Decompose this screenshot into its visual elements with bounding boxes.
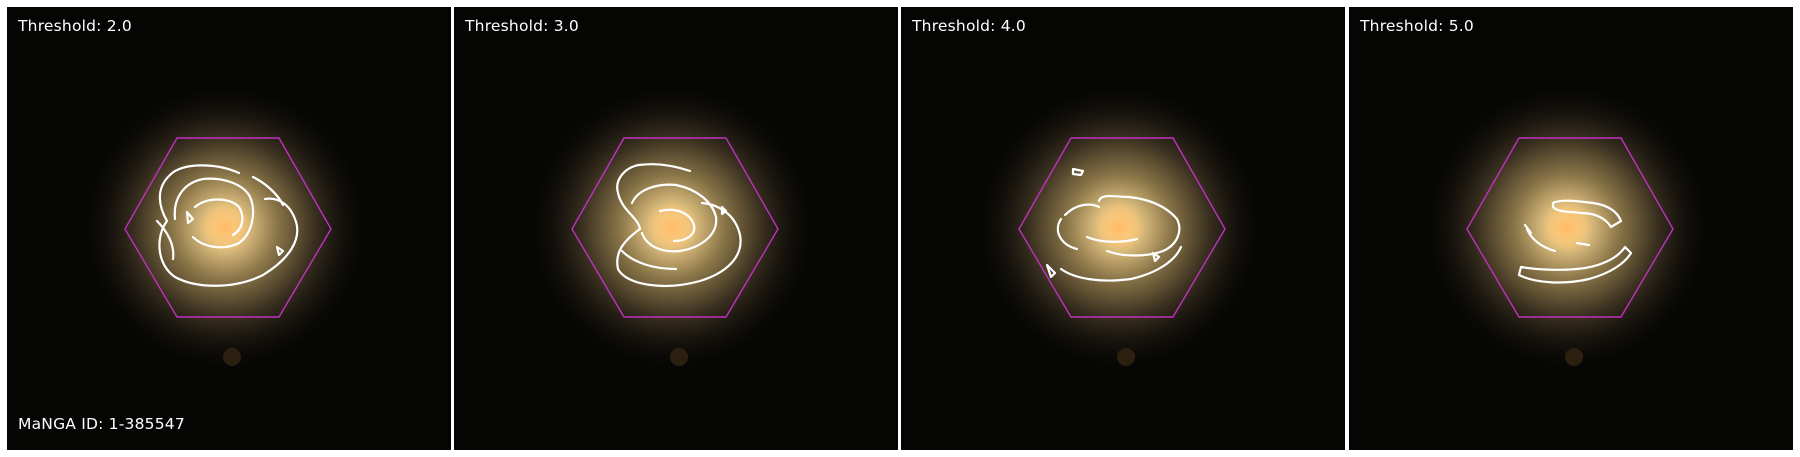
panel-threshold-5: Threshold: 5.0 xyxy=(1349,7,1793,450)
galaxy-image xyxy=(1349,7,1793,450)
contours xyxy=(1045,167,1183,282)
galaxy-image xyxy=(454,7,898,450)
contours xyxy=(155,164,299,287)
manga-id-label: MaNGA ID: 1-385547 xyxy=(18,415,185,433)
ifu-hexagon xyxy=(124,137,332,318)
ifu-hexagon xyxy=(571,137,779,318)
panel-threshold-3: Threshold: 3.0 xyxy=(454,7,898,450)
contours xyxy=(1517,199,1633,284)
contours xyxy=(616,163,742,287)
threshold-label: Threshold: 5.0 xyxy=(1360,17,1474,35)
threshold-label: Threshold: 4.0 xyxy=(912,17,1026,35)
galaxy-image xyxy=(901,7,1345,450)
ifu-hexagon xyxy=(1018,137,1226,318)
panel-threshold-4: Threshold: 4.0 xyxy=(901,7,1345,450)
galaxy-image xyxy=(7,7,451,450)
threshold-label: Threshold: 3.0 xyxy=(465,17,579,35)
ifu-hexagon xyxy=(1466,137,1674,318)
panel-threshold-2: Threshold: 2.0 MaNGA ID: 1-385547 xyxy=(7,7,451,450)
threshold-label: Threshold: 2.0 xyxy=(18,17,132,35)
